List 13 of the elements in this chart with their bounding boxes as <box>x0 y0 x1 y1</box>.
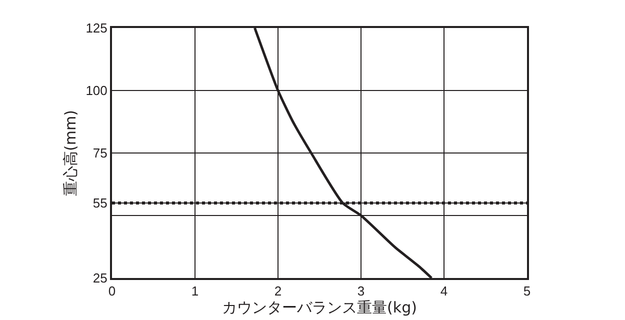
y-tick-label: 55 <box>92 196 108 211</box>
x-axis-title: カウンターバランス重量(kg) <box>222 298 417 317</box>
y-tick-label: 125 <box>86 20 108 36</box>
y-axis-title: 重心高(mm) <box>61 110 80 196</box>
x-tick-label: 5 <box>523 284 531 299</box>
x-tick-label: 3 <box>357 284 365 299</box>
x-tick-label: 0 <box>108 284 116 299</box>
y-tick-label: 25 <box>92 270 108 286</box>
x-tick-label: 2 <box>274 284 282 299</box>
x-tick-label: 1 <box>191 284 199 299</box>
x-tick-label: 4 <box>440 284 448 299</box>
y-tick-label: 100 <box>86 83 108 98</box>
y-tick-label: 75 <box>92 146 108 161</box>
